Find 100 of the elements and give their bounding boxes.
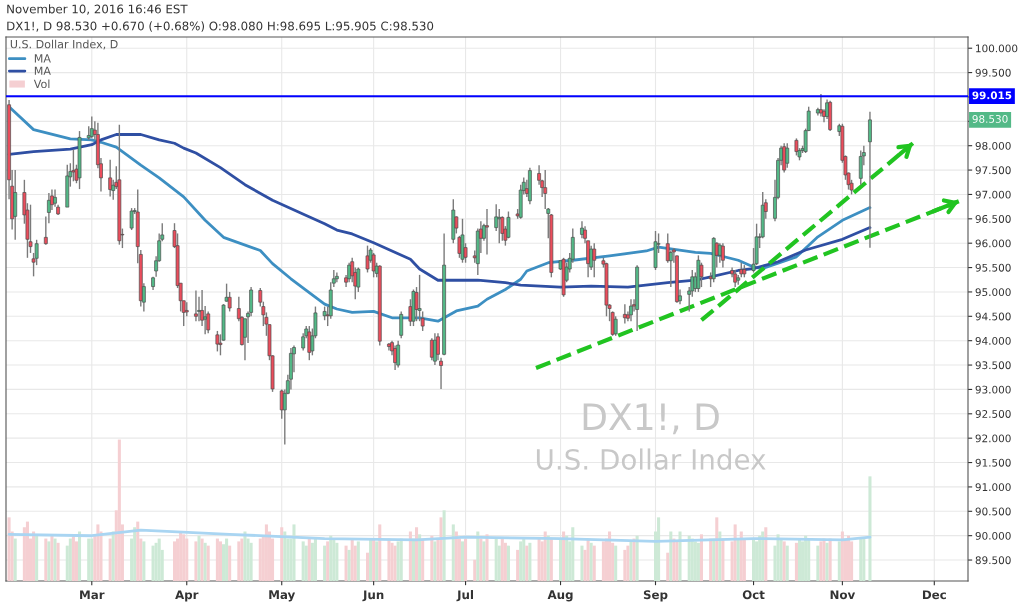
chart-subtitle: DX1!, D 98.530 +0.670 (+0.68%) O:98.080 H:98.695 L:95.905 C:98.530 xyxy=(7,21,434,32)
bar xyxy=(846,535,851,581)
bar xyxy=(108,538,112,581)
x-tick-label: Dec xyxy=(922,590,946,600)
y-tick-label: 94.000 xyxy=(975,336,1011,345)
y-tick-label: 97.500 xyxy=(975,166,1011,175)
candlestick xyxy=(717,242,722,264)
bar xyxy=(819,541,823,581)
candlestick xyxy=(537,164,541,186)
x-tick-label: Sep xyxy=(643,590,668,602)
bar xyxy=(571,527,575,581)
bar xyxy=(418,534,422,581)
bar xyxy=(442,510,446,581)
bar xyxy=(111,531,115,581)
y-tick-label: 91.000 xyxy=(975,483,1011,492)
bar xyxy=(739,531,743,581)
bar xyxy=(326,541,330,581)
bar xyxy=(828,538,832,581)
bar xyxy=(50,534,54,581)
candlestick xyxy=(108,159,113,198)
y-tick-label: 95.500 xyxy=(975,263,1011,272)
bar xyxy=(837,541,841,581)
bar xyxy=(415,527,419,581)
bar xyxy=(117,439,121,581)
bar xyxy=(430,535,434,581)
bar xyxy=(868,476,872,581)
y-tick-label: 100.000 xyxy=(976,44,1018,53)
x-tick-label: May xyxy=(269,590,296,602)
bar xyxy=(185,538,189,581)
text: 98.530 xyxy=(972,114,1008,123)
bar xyxy=(378,524,382,581)
y-tick-label: 93.500 xyxy=(975,361,1011,370)
bar xyxy=(225,538,229,581)
bar xyxy=(764,527,768,581)
bar xyxy=(543,531,547,581)
bar xyxy=(451,524,455,581)
candlestick xyxy=(592,242,597,279)
bar xyxy=(13,538,17,581)
bar xyxy=(718,531,722,581)
y-tick-label: 89.500 xyxy=(975,556,1011,565)
bar xyxy=(310,542,314,581)
bar xyxy=(408,531,412,581)
candlestick xyxy=(335,271,339,283)
bar xyxy=(859,538,863,581)
bar xyxy=(194,541,198,581)
bar xyxy=(396,541,400,581)
legend-label: MA xyxy=(34,54,51,63)
x-tick-label: Nov xyxy=(830,590,856,600)
bar xyxy=(626,545,630,581)
bar xyxy=(356,541,360,581)
bar xyxy=(580,545,584,581)
candlestick xyxy=(610,310,615,337)
bar xyxy=(151,545,155,581)
bar xyxy=(53,538,57,581)
x-tick-label: Aug xyxy=(547,590,573,602)
bar xyxy=(721,538,725,581)
candlestick xyxy=(699,261,704,288)
y-tick-label: 92.500 xyxy=(975,410,1011,418)
bar xyxy=(840,531,844,581)
bar xyxy=(623,549,627,581)
bar xyxy=(56,542,60,581)
y-tick-label: 90.000 xyxy=(975,531,1011,540)
y-tick-label: 91.500 xyxy=(975,458,1011,467)
bar xyxy=(136,521,140,581)
bar xyxy=(699,534,703,581)
bar xyxy=(675,541,679,581)
bar xyxy=(387,538,391,581)
bar xyxy=(715,517,719,581)
bar xyxy=(559,538,563,581)
bar xyxy=(249,542,253,581)
candlestick xyxy=(433,332,437,366)
bar xyxy=(243,531,247,581)
bar xyxy=(565,535,569,581)
bar xyxy=(522,538,526,581)
bar xyxy=(7,517,11,581)
bar xyxy=(347,549,351,581)
bar xyxy=(335,542,339,581)
bar xyxy=(323,545,327,581)
bar xyxy=(439,517,443,581)
bar xyxy=(669,531,673,581)
bar xyxy=(562,531,566,581)
bar xyxy=(807,538,811,581)
bar xyxy=(672,538,676,581)
bar xyxy=(454,531,458,581)
bar xyxy=(421,538,425,581)
bar xyxy=(733,524,737,581)
y-tick-label: 96.000 xyxy=(975,239,1011,248)
bar xyxy=(752,538,756,581)
x-tick-label: Apr xyxy=(175,590,199,602)
bar xyxy=(666,552,670,581)
chart-title: U.S. Dollar Index, D xyxy=(10,39,118,50)
x-tick-label: Jun xyxy=(362,590,384,602)
y-tick-label: 93.000 xyxy=(975,385,1011,394)
bar xyxy=(464,538,468,581)
y-tick-label: 97.000 xyxy=(975,190,1011,199)
bar xyxy=(516,549,520,581)
bar xyxy=(797,538,802,581)
candlestick xyxy=(785,142,790,169)
y-tick-label: 90.500 xyxy=(975,507,1011,516)
candlestick xyxy=(858,149,863,186)
